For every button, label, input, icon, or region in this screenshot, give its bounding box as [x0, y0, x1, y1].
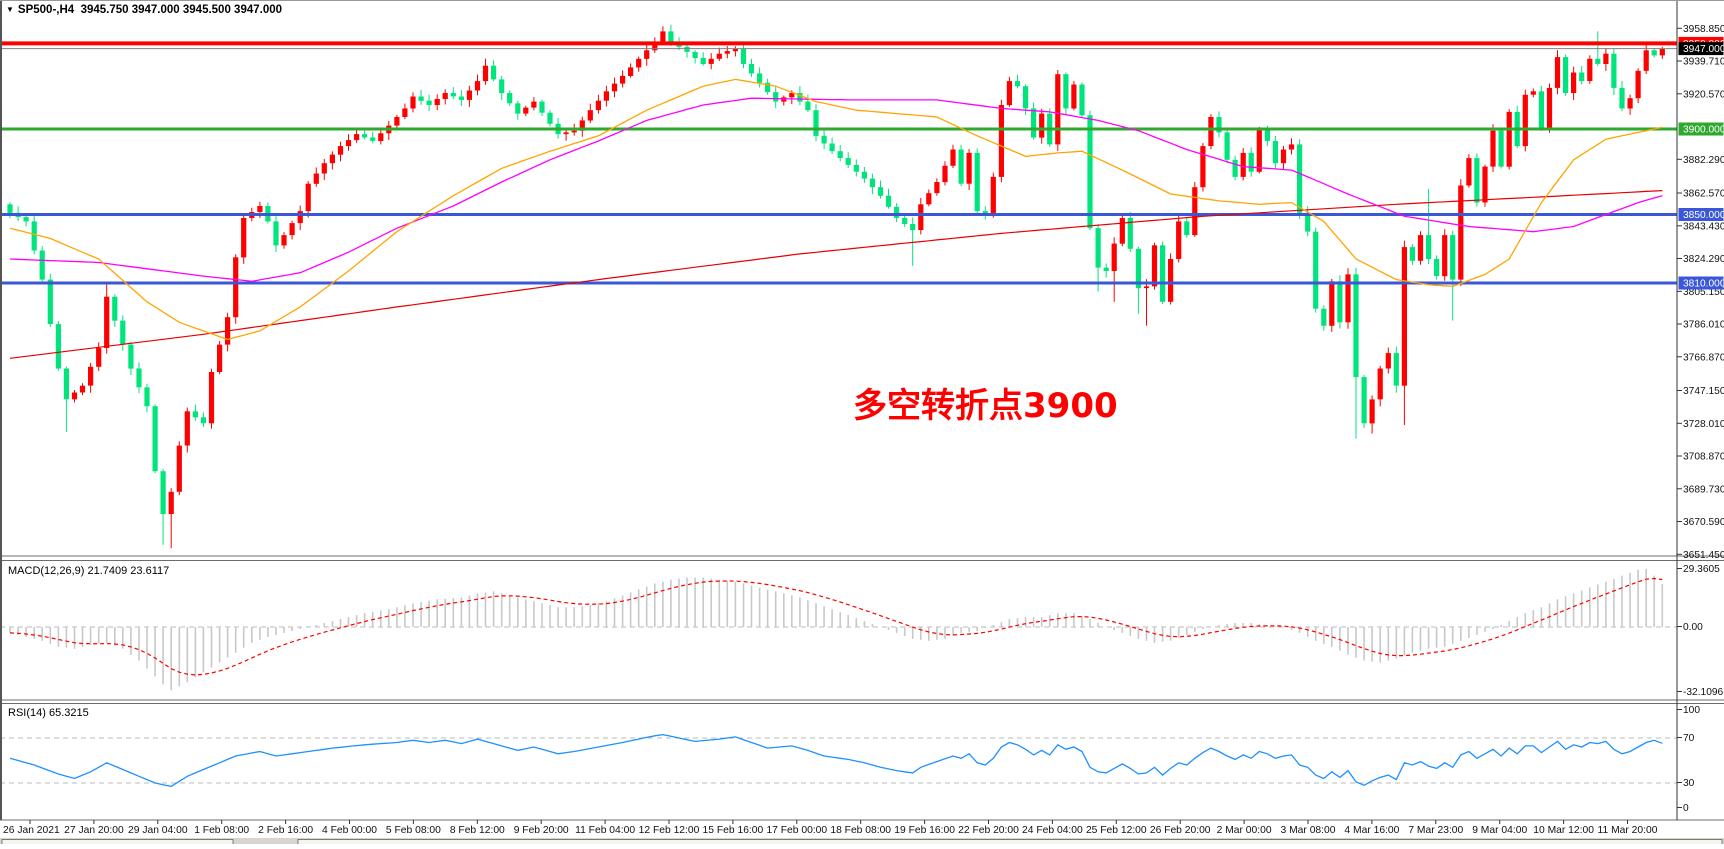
svg-text:11 Mar 20:00: 11 Mar 20:00 [1598, 825, 1658, 836]
svg-text:9 Mar 04:00: 9 Mar 04:00 [1472, 825, 1527, 836]
svg-text:3882.290: 3882.290 [1683, 155, 1724, 166]
svg-text:70: 70 [1683, 733, 1695, 744]
svg-text:15 Feb 16:00: 15 Feb 16:00 [703, 825, 764, 836]
svg-text:10 Mar 12:00: 10 Mar 12:00 [1533, 825, 1594, 836]
svg-text:9 Feb 20:00: 9 Feb 20:00 [514, 825, 569, 836]
ma-mid-magenta [9, 97, 1663, 282]
svg-text:29 Jan 04:00: 29 Jan 04:00 [128, 825, 188, 836]
macd-signal-line [9, 577, 1663, 676]
rsi-line [9, 733, 1663, 788]
svg-text:12 Feb 12:00: 12 Feb 12:00 [639, 825, 700, 836]
svg-text:4 Feb 00:00: 4 Feb 00:00 [322, 825, 377, 836]
svg-text:3786.010: 3786.010 [1683, 320, 1724, 331]
svg-text:3670.590: 3670.590 [1683, 517, 1724, 528]
svg-text:3824.290: 3824.290 [1683, 254, 1724, 265]
svg-text:3747.150: 3747.150 [1683, 386, 1724, 397]
svg-text:7 Mar 23:00: 7 Mar 23:00 [1408, 825, 1463, 836]
svg-text:18 Feb 08:00: 18 Feb 08:00 [830, 825, 891, 836]
candlesticks [7, 24, 1665, 549]
svg-text:2 Feb 16:00: 2 Feb 16:00 [258, 825, 313, 836]
rsi-value: 65.3215 [48, 707, 89, 719]
svg-text:26 Jan 2021: 26 Jan 2021 [3, 825, 60, 836]
time-axis[interactable]: 26 Jan 2021 27 Jan 20:00 29 Jan 04:00 1 Feb… [3, 820, 1658, 836]
svg-text:27 Jan 20:00: 27 Jan 20:00 [64, 825, 124, 836]
svg-text:100: 100 [1683, 705, 1700, 716]
horizontal-level-lines[interactable] [0, 41, 1677, 285]
svg-text:3958.850: 3958.850 [1683, 24, 1724, 35]
svg-text:1 Feb 08:00: 1 Feb 08:00 [194, 825, 249, 836]
svg-text:3939.710: 3939.710 [1683, 57, 1724, 68]
svg-text:0.00: 0.00 [1683, 622, 1703, 633]
macd-indicator-label: MACD(12,26,9) 21.7409 23.6117 [8, 565, 169, 577]
chart-annotation-text: 多空转折点3900 [853, 386, 1118, 426]
svg-text:11 Feb 04:00: 11 Feb 04:00 [575, 825, 635, 836]
svg-text:22 Feb 20:00: 22 Feb 20:00 [958, 825, 1019, 836]
macd-values: 21.7409 23.6117 [87, 565, 170, 577]
macd-histogram [9, 568, 1664, 691]
rsi-name: RSI(14) [8, 707, 46, 719]
svg-text:2 Mar 00:00: 2 Mar 00:00 [1217, 825, 1272, 836]
svg-text:3920.570: 3920.570 [1683, 89, 1724, 100]
svg-text:3810.000: 3810.000 [1683, 279, 1724, 290]
svg-text:8 Feb 12:00: 8 Feb 12:00 [450, 825, 505, 836]
chart-tabs-strip[interactable] [0, 838, 1724, 846]
svg-text:0: 0 [1683, 803, 1689, 814]
ma-fast-orange [9, 78, 1663, 341]
svg-text:3728.010: 3728.010 [1683, 419, 1724, 430]
svg-text:5 Feb 08:00: 5 Feb 08:00 [386, 825, 441, 836]
svg-text:3850.000: 3850.000 [1683, 210, 1724, 221]
window-left-edge [0, 0, 2, 820]
svg-text:3689.730: 3689.730 [1683, 484, 1724, 495]
svg-text:3766.870: 3766.870 [1683, 352, 1724, 363]
svg-text:30: 30 [1683, 778, 1695, 789]
svg-text:3805.150: 3805.150 [1683, 287, 1724, 298]
price-axis[interactable]: 3958.850 3939.710 3920.570 3882.290 3862.570… [1677, 24, 1724, 814]
svg-text:3843.430: 3843.430 [1683, 221, 1724, 232]
svg-text:25 Feb 12:00: 25 Feb 12:00 [1086, 825, 1147, 836]
svg-text:3900.000: 3900.000 [1683, 125, 1724, 136]
svg-text:29.3605: 29.3605 [1683, 564, 1720, 575]
svg-text:17 Feb 00:00: 17 Feb 00:00 [766, 825, 827, 836]
ma-slow-red [9, 190, 1663, 359]
chart-title: ▼ SP500-,H4 3945.750 3947.000 3945.500 39… [6, 4, 282, 16]
symbol-dropdown-icon[interactable]: ▼ [6, 5, 14, 14]
svg-text:24 Feb 04:00: 24 Feb 04:00 [1022, 825, 1083, 836]
rsi-indicator-label: RSI(14) 65.3215 [8, 707, 89, 719]
svg-text:19 Feb 16:00: 19 Feb 16:00 [894, 825, 955, 836]
svg-text:3862.570: 3862.570 [1683, 189, 1724, 200]
svg-text:4 Mar 16:00: 4 Mar 16:00 [1344, 825, 1399, 836]
svg-text:26 Feb 20:00: 26 Feb 20:00 [1150, 825, 1211, 836]
svg-text:3651.450: 3651.450 [1683, 550, 1724, 561]
svg-text:-32.1096: -32.1096 [1683, 687, 1724, 698]
moving-averages [9, 78, 1663, 359]
svg-text:3947.000: 3947.000 [1683, 44, 1724, 55]
svg-text:3708.870: 3708.870 [1683, 452, 1724, 463]
macd-name: MACD(12,26,9) [8, 565, 85, 577]
symbol-ohlc-text: SP500-,H4 3945.750 3947.000 3945.500 394… [17, 4, 283, 16]
svg-text:3 Mar 08:00: 3 Mar 08:00 [1281, 825, 1336, 836]
